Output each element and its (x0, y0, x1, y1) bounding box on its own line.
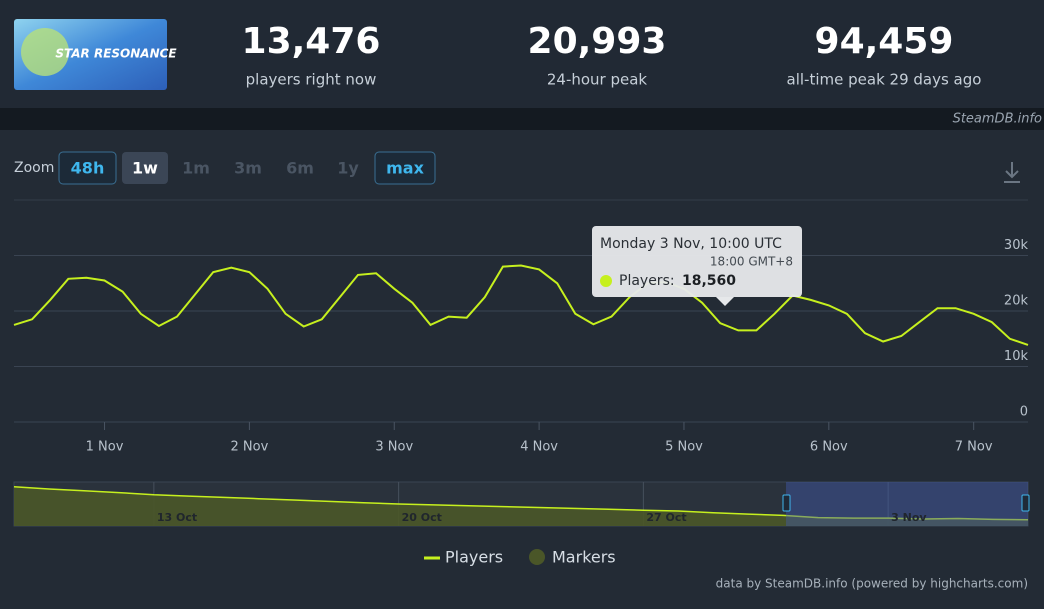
navigator-label: 13 Oct (157, 511, 197, 524)
zoom-button-label[interactable]: 6m (286, 159, 314, 178)
stat-label: 24-hour peak (547, 71, 648, 89)
header-card (0, 0, 1044, 108)
navigator-handle[interactable] (1021, 494, 1030, 512)
y-tick-label: 0 (1020, 405, 1028, 420)
tooltip-subtitle: 18:00 GMT+8 (710, 255, 793, 269)
legend-swatch (529, 549, 545, 565)
navigator-label: 27 Oct (646, 511, 686, 524)
zoom-buttons: 48h 1w 1m 3m 6m 1y max (58, 151, 436, 185)
stat-label: all-time peak 29 days ago (787, 71, 982, 89)
navigator-handle[interactable] (782, 494, 791, 512)
tooltip-title: Monday 3 Nov, 10:00 UTC (600, 236, 782, 252)
zoom-button-label[interactable]: 3m (234, 159, 262, 178)
zoom-button-label[interactable]: 1m (182, 159, 210, 178)
zoom-button-label[interactable]: 48h (71, 159, 105, 178)
series-line (13, 264, 1029, 346)
y-tick-label: 20k (1004, 294, 1029, 309)
stat-value: 13,476 (242, 21, 381, 62)
x-tick-label: 5 Nov (665, 440, 703, 455)
stat-value: 20,993 (528, 21, 667, 62)
plot: 0 10k 20k 30k 1 Nov 2 Nov 3 Nov 4 Nov 5 Nov 6 Nov… (13, 199, 1030, 527)
zoom-button-label[interactable]: 1w (132, 159, 158, 178)
credits: data by SteamDB.info (powered by highcha… (716, 577, 1028, 591)
stat-label: players right now (246, 71, 377, 89)
zoom-button[interactable] (122, 152, 168, 184)
zoom-button-label[interactable]: 1y (337, 159, 359, 178)
navigator-label: 3 Nov (891, 511, 927, 524)
source: SteamDB.info (953, 112, 1042, 127)
navigator-line (13, 486, 1029, 521)
stat-value: 94,459 (815, 21, 954, 62)
x-tick-label: 4 Nov (520, 440, 558, 455)
tooltip: Monday 3 Nov, 10:00 UTC 18:00 GMT+8 Play… (592, 226, 802, 306)
x-tick-label: 6 Nov (810, 440, 848, 455)
zoom-button[interactable] (58, 151, 117, 185)
logo-text: STAR RESONANCE (55, 47, 177, 61)
tooltip-value: 18,560 (682, 273, 736, 289)
zoom-button[interactable] (374, 151, 436, 185)
y-tick-label: 10k (1004, 349, 1029, 364)
navigator-label: 20 Oct (402, 511, 442, 524)
x-tick-label: 3 Nov (375, 440, 413, 455)
x-tick-label: 1 Nov (86, 440, 124, 455)
legend-label[interactable]: Players (445, 548, 503, 567)
navigator-window (786, 482, 1028, 526)
tooltip-series: Players: (619, 273, 675, 289)
x-tick-label: 7 Nov (955, 440, 993, 455)
y-tick-label: 30k (1004, 238, 1029, 253)
zoom-button-label[interactable]: max (386, 159, 424, 178)
chart-card (0, 130, 1044, 609)
navigator-area (14, 486, 1028, 526)
logo-figure (21, 28, 69, 76)
zoom-label: Zoom (14, 160, 54, 176)
legend-label[interactable]: Markers (552, 548, 616, 567)
download-icon[interactable] (1004, 162, 1020, 183)
x-tick-label: 2 Nov (231, 440, 269, 455)
